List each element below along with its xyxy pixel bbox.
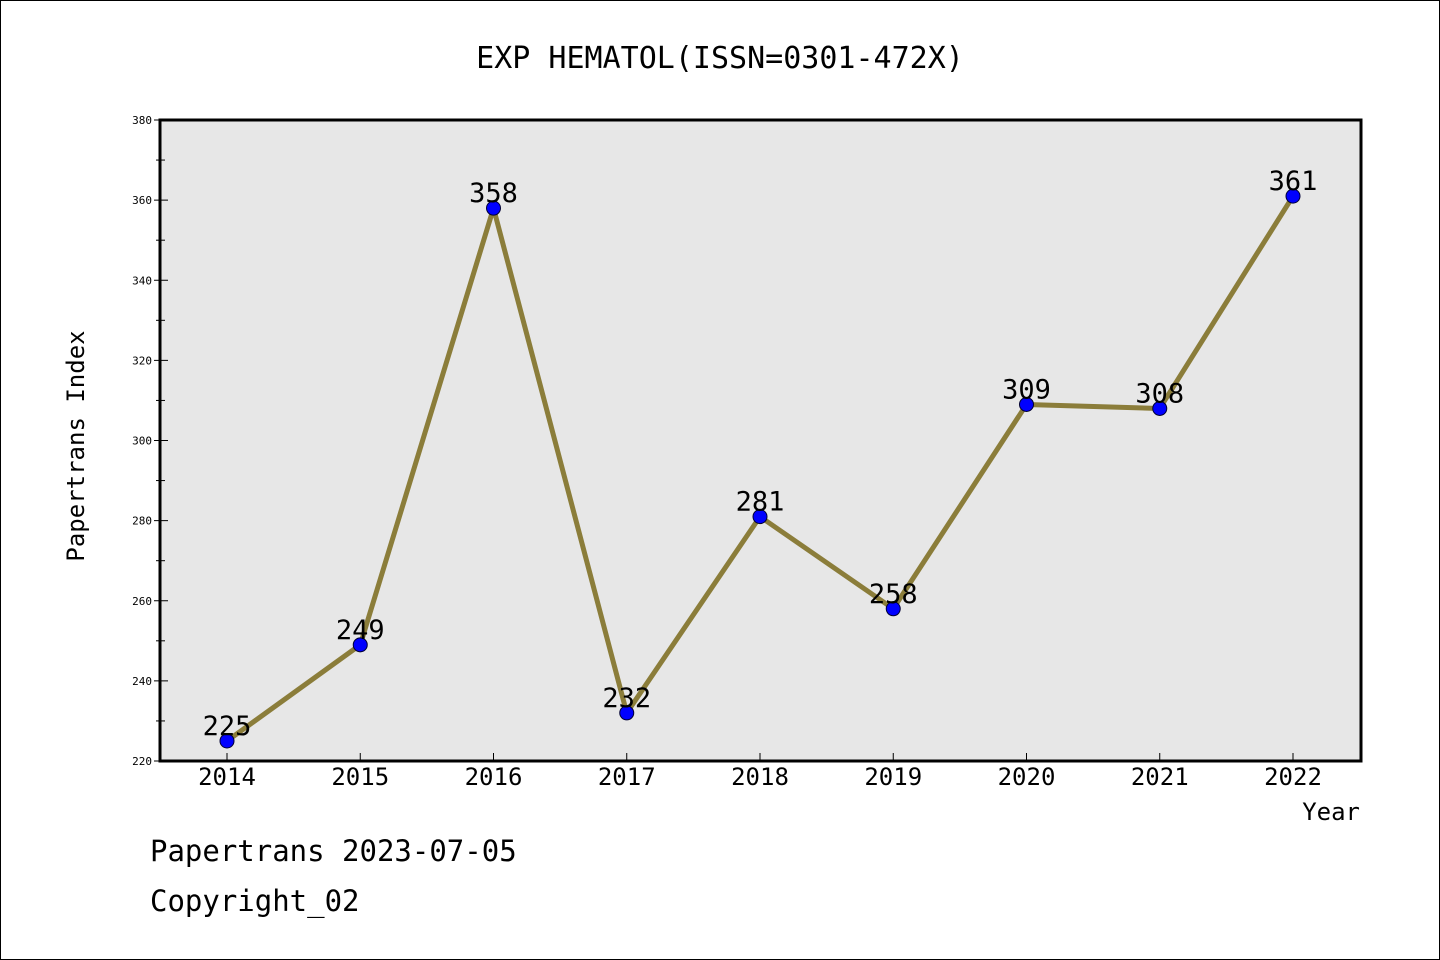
y-tick-label: 220 — [132, 755, 152, 768]
x-tick-label: 2021 — [1131, 763, 1189, 791]
chart-title: EXP HEMATOL(ISSN=0301-472X) — [476, 41, 964, 76]
data-point — [752, 509, 768, 525]
data-point — [486, 200, 501, 216]
y-tick-label: 260 — [132, 595, 152, 608]
y-tick-label: 240 — [132, 675, 152, 688]
x-tick-label: 2019 — [864, 763, 922, 791]
data-label: 225 — [203, 711, 252, 742]
y-tick-label: 360 — [132, 194, 152, 207]
y-tick-label: 320 — [132, 354, 152, 367]
data-point — [1152, 400, 1168, 416]
data-point — [619, 705, 635, 721]
footer-source-date: Papertrans 2023-07-05 — [150, 834, 517, 868]
x-axis-ticks: 2014 2015 2016 2017 2018 2019 2020 2021 2022 — [198, 753, 1322, 791]
footer-copyright: Copyright_02 — [150, 884, 360, 918]
x-tick-label: 2015 — [331, 763, 389, 791]
data-point — [1019, 396, 1034, 412]
data-label: 232 — [602, 683, 651, 714]
data-point — [219, 733, 235, 749]
data-point — [885, 601, 901, 617]
x-axis-label: Year — [1302, 798, 1360, 826]
y-tick-label: 380 — [132, 114, 152, 127]
plot-area — [160, 120, 1361, 761]
data-label: 309 — [1002, 374, 1051, 405]
x-tick-label: 2020 — [998, 763, 1056, 791]
data-label: 258 — [869, 579, 918, 610]
x-tick-label: 2018 — [731, 763, 789, 791]
data-points: 225 249 358 232 281 258 309 308 361 — [203, 166, 1318, 749]
x-tick-label: 2017 — [598, 763, 656, 791]
y-tick-label: 300 — [132, 435, 152, 448]
y-tick-label: 280 — [132, 515, 152, 528]
data-label: 358 — [469, 178, 518, 209]
data-label: 281 — [736, 487, 785, 518]
y-axis-label: Papertrans Index — [62, 330, 90, 561]
data-point — [1285, 188, 1301, 204]
x-tick-label: 2016 — [465, 763, 523, 791]
x-tick-label: 2022 — [1264, 763, 1322, 791]
data-label: 361 — [1269, 166, 1318, 197]
y-tick-label: 340 — [132, 274, 152, 287]
plot-border — [158, 118, 1363, 763]
data-label: 249 — [336, 615, 385, 646]
x-tick-label: 2014 — [198, 763, 256, 791]
data-point — [352, 637, 368, 653]
data-label: 308 — [1135, 378, 1184, 409]
